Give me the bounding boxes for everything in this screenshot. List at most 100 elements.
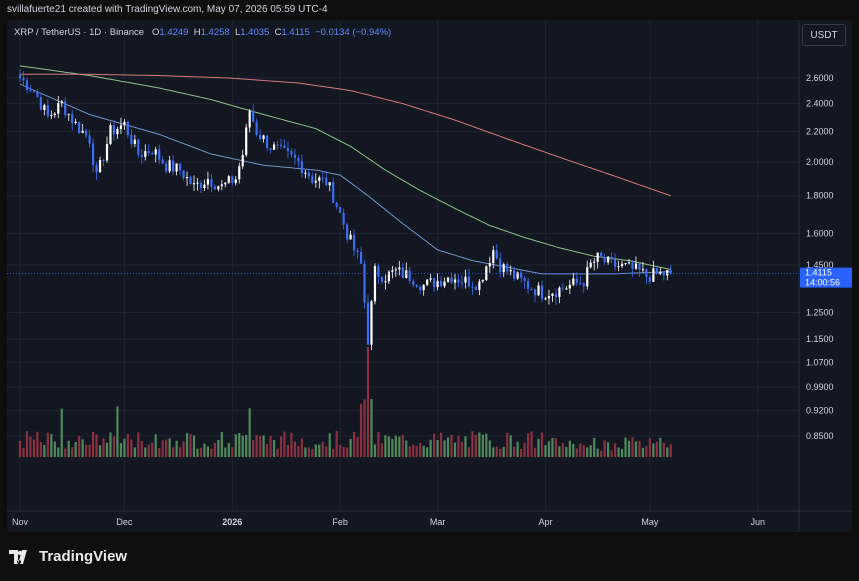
candle-body [339,206,342,213]
volume-bar [607,442,610,457]
volume-bar [398,436,401,457]
candle-body [91,143,95,166]
volume-bar [370,399,373,457]
candle-body [304,172,307,174]
candle-body [318,177,321,181]
volume-bar [634,441,638,457]
volume-bar [513,446,516,457]
candle-body [457,279,460,283]
candle-body [620,263,624,267]
volume-bar [384,435,387,457]
candle-body [297,158,300,162]
candle-body [467,276,471,287]
volume-bar [436,439,439,457]
volume-bar [669,444,672,457]
candle-body [558,287,561,298]
volume-bar [168,438,171,457]
candle-body [283,145,286,149]
candle-body [300,161,303,174]
volume-bar [561,443,564,457]
price-tick-label: 2.0000 [806,157,834,167]
candle-body [394,269,397,271]
volume-bar [627,440,631,457]
volume-bar [631,437,634,457]
time-tick-label: Nov [12,517,29,527]
candle-body [119,125,123,130]
candle-body [307,172,310,177]
candle-body [596,252,599,262]
volume-bar [234,434,237,457]
candle-body [492,250,495,264]
close-label: C [274,27,282,38]
candle-body [272,144,276,150]
volume-bar [426,447,429,457]
volume-bar [565,446,568,457]
price-tick-label: 1.8000 [806,191,834,201]
candle-body [533,289,537,296]
candle-body [220,184,223,187]
candle-body [213,186,216,190]
candle-body [185,177,189,179]
candle-body [575,278,578,283]
tradingview-logo-icon [9,549,33,564]
candle-body [401,267,404,278]
candle-body [293,154,297,159]
candle-body [460,282,464,284]
volume-bar [325,446,328,457]
candle-body [572,278,575,285]
candle-body [443,281,446,287]
candle-body [182,170,185,179]
candle-body [161,159,164,164]
candle-body [227,176,230,183]
volume-bar [46,432,49,457]
candle-body [199,182,203,188]
candle-body [373,266,377,302]
candle-body [488,263,491,267]
candle-body [429,278,432,280]
volume-bar [102,438,105,457]
candle-body [342,212,345,225]
candle-body [551,293,554,296]
volume-bar [25,431,29,457]
volume-bar [412,444,415,457]
volume-bar [495,446,498,457]
volume-bar [39,441,42,457]
tradingview-brand[interactable]: TradingView [9,548,127,565]
volume-bar [105,442,109,457]
price-tick-label: 1.0700 [806,357,834,367]
volume-bar [109,432,112,457]
candle-body [645,269,648,278]
volume-bar [460,441,464,457]
candle-body [328,182,331,186]
candle-body [513,269,516,279]
high-label: H [193,27,201,38]
time-axis: Nov Dec 2026 Feb Mar Apr May Jun [12,517,765,527]
volume-bar [332,448,335,457]
candle-body [81,130,84,133]
candle-body [53,113,56,116]
volume-bar [290,432,293,457]
candle-body [346,224,349,240]
volume-bar [453,442,457,457]
candle-body [64,101,67,115]
open-value: 1.4249 [159,27,189,38]
candle-body [523,277,526,282]
candle-body [495,250,498,259]
volume-bar [450,434,453,457]
candle-body [408,270,411,282]
volume-bar [192,435,196,457]
currency-button[interactable]: USDT [802,24,846,46]
candle-body [126,121,129,135]
volume-bar [318,444,321,457]
candle-body [172,160,175,172]
volume-bar [499,448,502,457]
price-tick-label: 1.2500 [806,308,834,318]
candle-body [384,281,387,283]
volume-bar [276,448,279,457]
volume-bar [540,432,544,457]
candle-body [648,277,651,282]
candle-body [607,256,610,263]
candle-body [439,280,443,287]
candle-body [415,285,418,287]
